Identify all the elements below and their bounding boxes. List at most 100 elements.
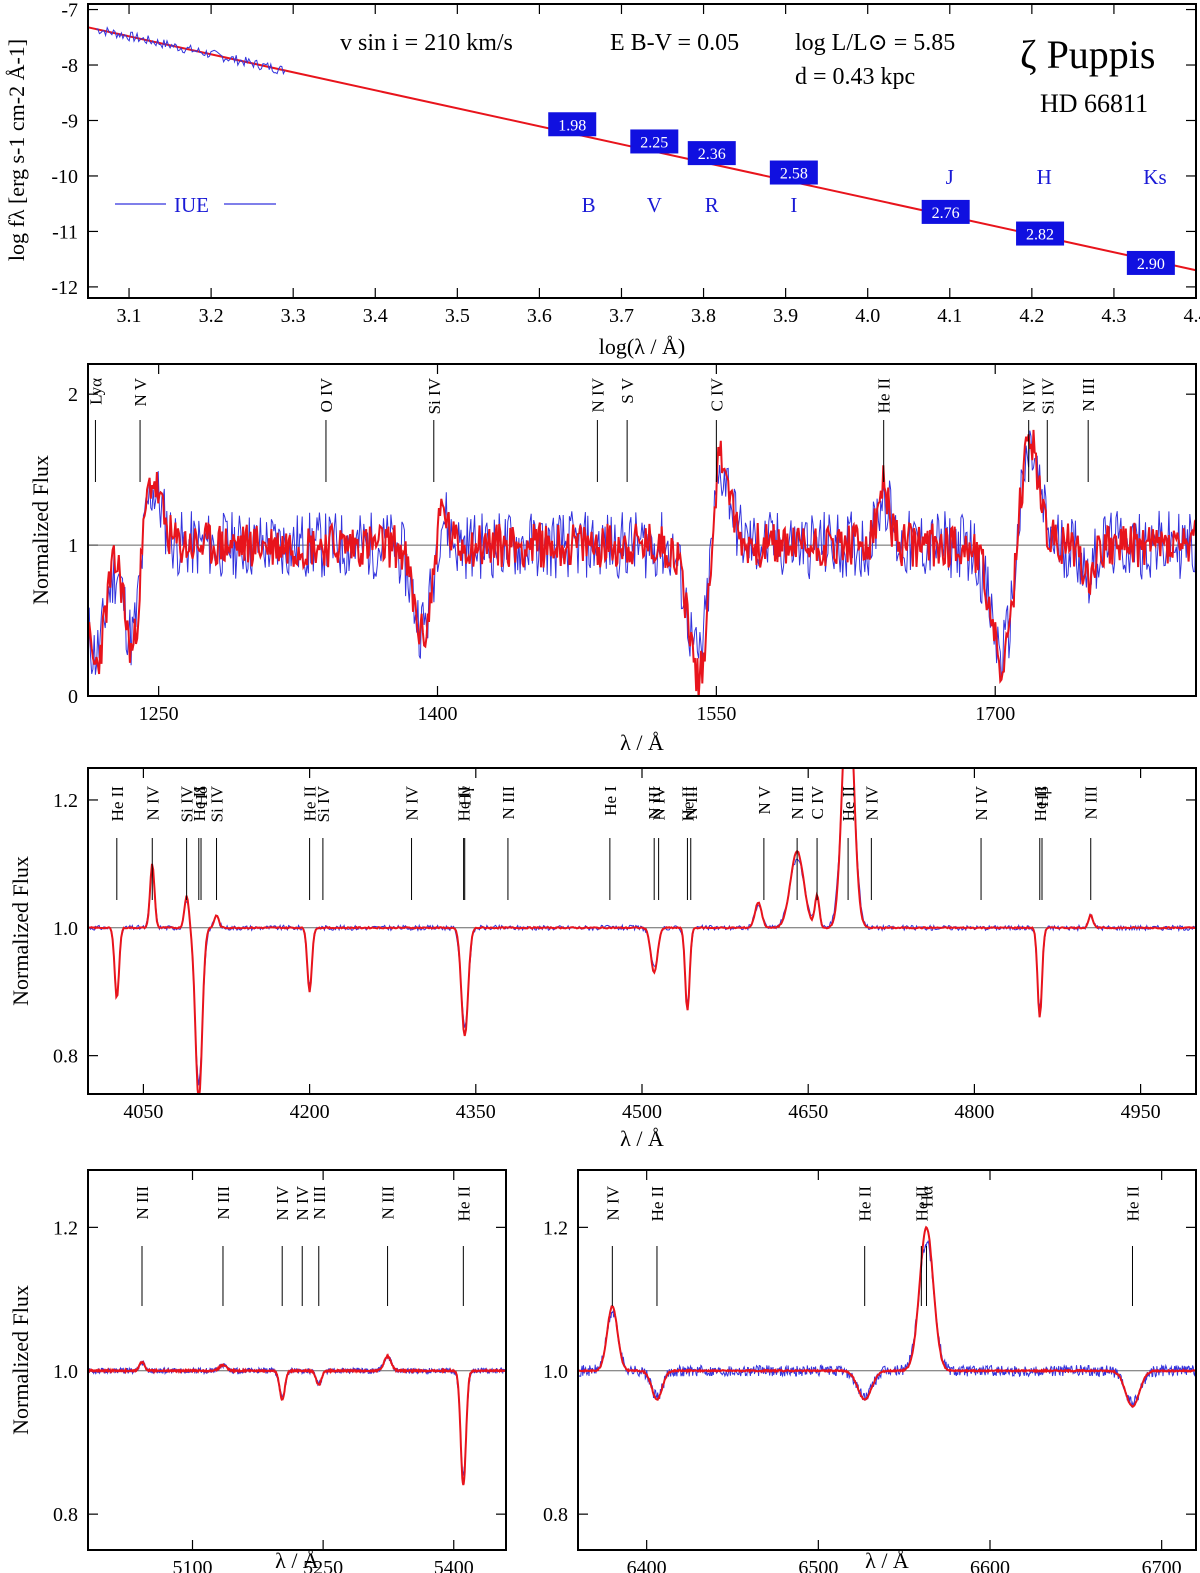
optical-line-label: N III [682, 786, 701, 820]
sed-ytick-label: -10 [51, 166, 78, 188]
sed-xtick-label: 3.5 [445, 305, 470, 327]
optical-line-label: He II [190, 786, 209, 822]
optical-line-label: N III [645, 786, 664, 820]
panel-sed: 3.1 3.2 3.3 3.4 3.5 3.6 3.7 3.8 3.9 4.0 4.1 4.2 4.3 4… [4, 0, 1200, 359]
header-ebv: E B-V = 0.05 [610, 30, 739, 56]
sed-photometry-box [769, 160, 818, 185]
sed-ytick-label: -7 [61, 0, 78, 22]
sed-y-label: log fλ [erg s-1 cm-2 Å-1] [4, 39, 29, 261]
optical-ytick-label: 0.8 [53, 1046, 78, 1068]
optical-model-spectrum [88, 768, 1196, 1094]
yellow-line-label: N IV [273, 1185, 292, 1220]
sed-xtick-label: 4.1 [937, 305, 962, 327]
optical-line-label: N III [788, 786, 807, 820]
optical-xtick-label: 4500 [622, 1101, 662, 1123]
halpha-ytick-label: 0.8 [543, 1504, 568, 1526]
yellow-frame [87, 1169, 507, 1551]
yellow-ytick-label: 1.0 [53, 1361, 78, 1383]
optical-line-label: C IV [808, 785, 827, 819]
optical-line-label: He II [1031, 786, 1050, 822]
optical-line-label: N IV [143, 785, 162, 820]
uv-ytick-label: 2 [68, 384, 78, 406]
sed-photometry-mag: 2.58 [780, 166, 808, 183]
halpha-model-spectrum [578, 1225, 1196, 1409]
sed-band-label: R [705, 193, 719, 217]
halpha-ytick-label: 1.2 [543, 1217, 568, 1239]
sed-photometry-mag: 2.25 [640, 134, 668, 151]
optical-line-label: Hβ [1033, 786, 1052, 807]
uv-y-label: Normalized Flux [28, 455, 53, 605]
sed-x-label: log(λ / Å) [599, 334, 685, 359]
sed-xtick-label: 3.3 [281, 305, 306, 327]
sed-photometry-mag: 1.98 [558, 117, 586, 134]
uv-line-label: C IV [707, 377, 726, 411]
sed-band-label: I [790, 193, 797, 217]
sed-photometry-box [630, 129, 679, 154]
halpha-xtick-label: 6500 [798, 1557, 838, 1573]
yellow-line-label: He II [454, 1186, 473, 1222]
uv-line-label: N IV [1020, 377, 1039, 412]
uv-line-label: O IV [317, 377, 336, 412]
uv-observed-spectrum [88, 430, 1196, 679]
optical-x-label: λ / Å [620, 1126, 664, 1151]
uv-line-label: Si IV [425, 377, 444, 414]
optical-line-label: Si IV [178, 785, 197, 822]
yellow-xtick-label: 5100 [173, 1557, 213, 1573]
sed-xtick-label: 4.3 [1101, 305, 1126, 327]
halpha-xtick-label: 6400 [627, 1557, 667, 1573]
sed-plot-area: 1.98 2.25 2.36 2.58 2.76 2.82 2.90 J H Ks B V R I [87, 26, 1197, 275]
header-vsini: v sin i = 210 km/s [340, 30, 513, 56]
optical-line-label: He II [301, 786, 320, 822]
sed-band-label: B [582, 193, 596, 217]
sed-band-label: H [1037, 165, 1052, 189]
yellow-xtick-label: 5250 [303, 1557, 343, 1573]
uv-xtick-label: 1700 [975, 703, 1015, 725]
uv-xtick-label: 1250 [139, 703, 179, 725]
uv-xtick-label: 1400 [418, 703, 458, 725]
optical-line-label: N IV [403, 785, 422, 820]
uv-line-label: He II [875, 378, 894, 414]
panel-halpha: 6400 6500 6600 6700 0.8 1.0 1.2 N IV He II He II… [543, 1169, 1197, 1573]
sed-band-label: J [946, 165, 954, 189]
yellow-observed-spectrum [88, 1355, 506, 1476]
halpha-line-label: Hα [917, 1186, 936, 1207]
yellow-line-label: N III [214, 1186, 233, 1220]
yellow-ytick-label: 1.2 [53, 1217, 78, 1239]
uv-line-label: N IV [588, 377, 607, 412]
halpha-frame [577, 1169, 1197, 1551]
yellow-xtick-label: 5400 [434, 1557, 474, 1573]
optical-frame [87, 767, 1197, 1095]
optical-line-label: N IV [972, 785, 991, 820]
sed-ytick-label: -11 [52, 221, 78, 243]
halpha-line-label: N IV [603, 1185, 622, 1220]
optical-line-label: He II [678, 786, 697, 822]
optical-line-label: He II [108, 786, 127, 822]
optical-line-label: N III [499, 786, 518, 820]
optical-line-label: N IV [862, 785, 881, 820]
optical-xtick-label: 4950 [1121, 1101, 1161, 1123]
yellow-model-spectrum [88, 1353, 506, 1486]
uv-frame [87, 363, 1197, 697]
sed-band-label: Ks [1143, 165, 1166, 189]
uv-ytick-label: 1 [68, 535, 78, 557]
optical-line-label: Si IV [208, 785, 227, 822]
yellow-line-label: N IV [293, 1185, 312, 1220]
uv-ytick-label: 0 [68, 686, 78, 708]
yellow-line-label: N III [133, 1186, 152, 1220]
sed-photometry-mag: 2.36 [698, 146, 726, 163]
sed-xtick-label: 3.9 [773, 305, 798, 327]
halpha-line-label: He II [648, 1186, 667, 1222]
halpha-line-label: He II [1123, 1186, 1142, 1222]
sed-band-label: V [647, 193, 662, 217]
yellow-line-label: N III [310, 1186, 329, 1220]
yellow-line-label: N III [379, 1186, 398, 1220]
optical-xtick-label: 4800 [954, 1101, 994, 1123]
sed-xtick-label: 4.2 [1019, 305, 1044, 327]
uv-xtick-label: 1550 [696, 703, 736, 725]
optical-ytick-label: 1.0 [53, 918, 78, 940]
